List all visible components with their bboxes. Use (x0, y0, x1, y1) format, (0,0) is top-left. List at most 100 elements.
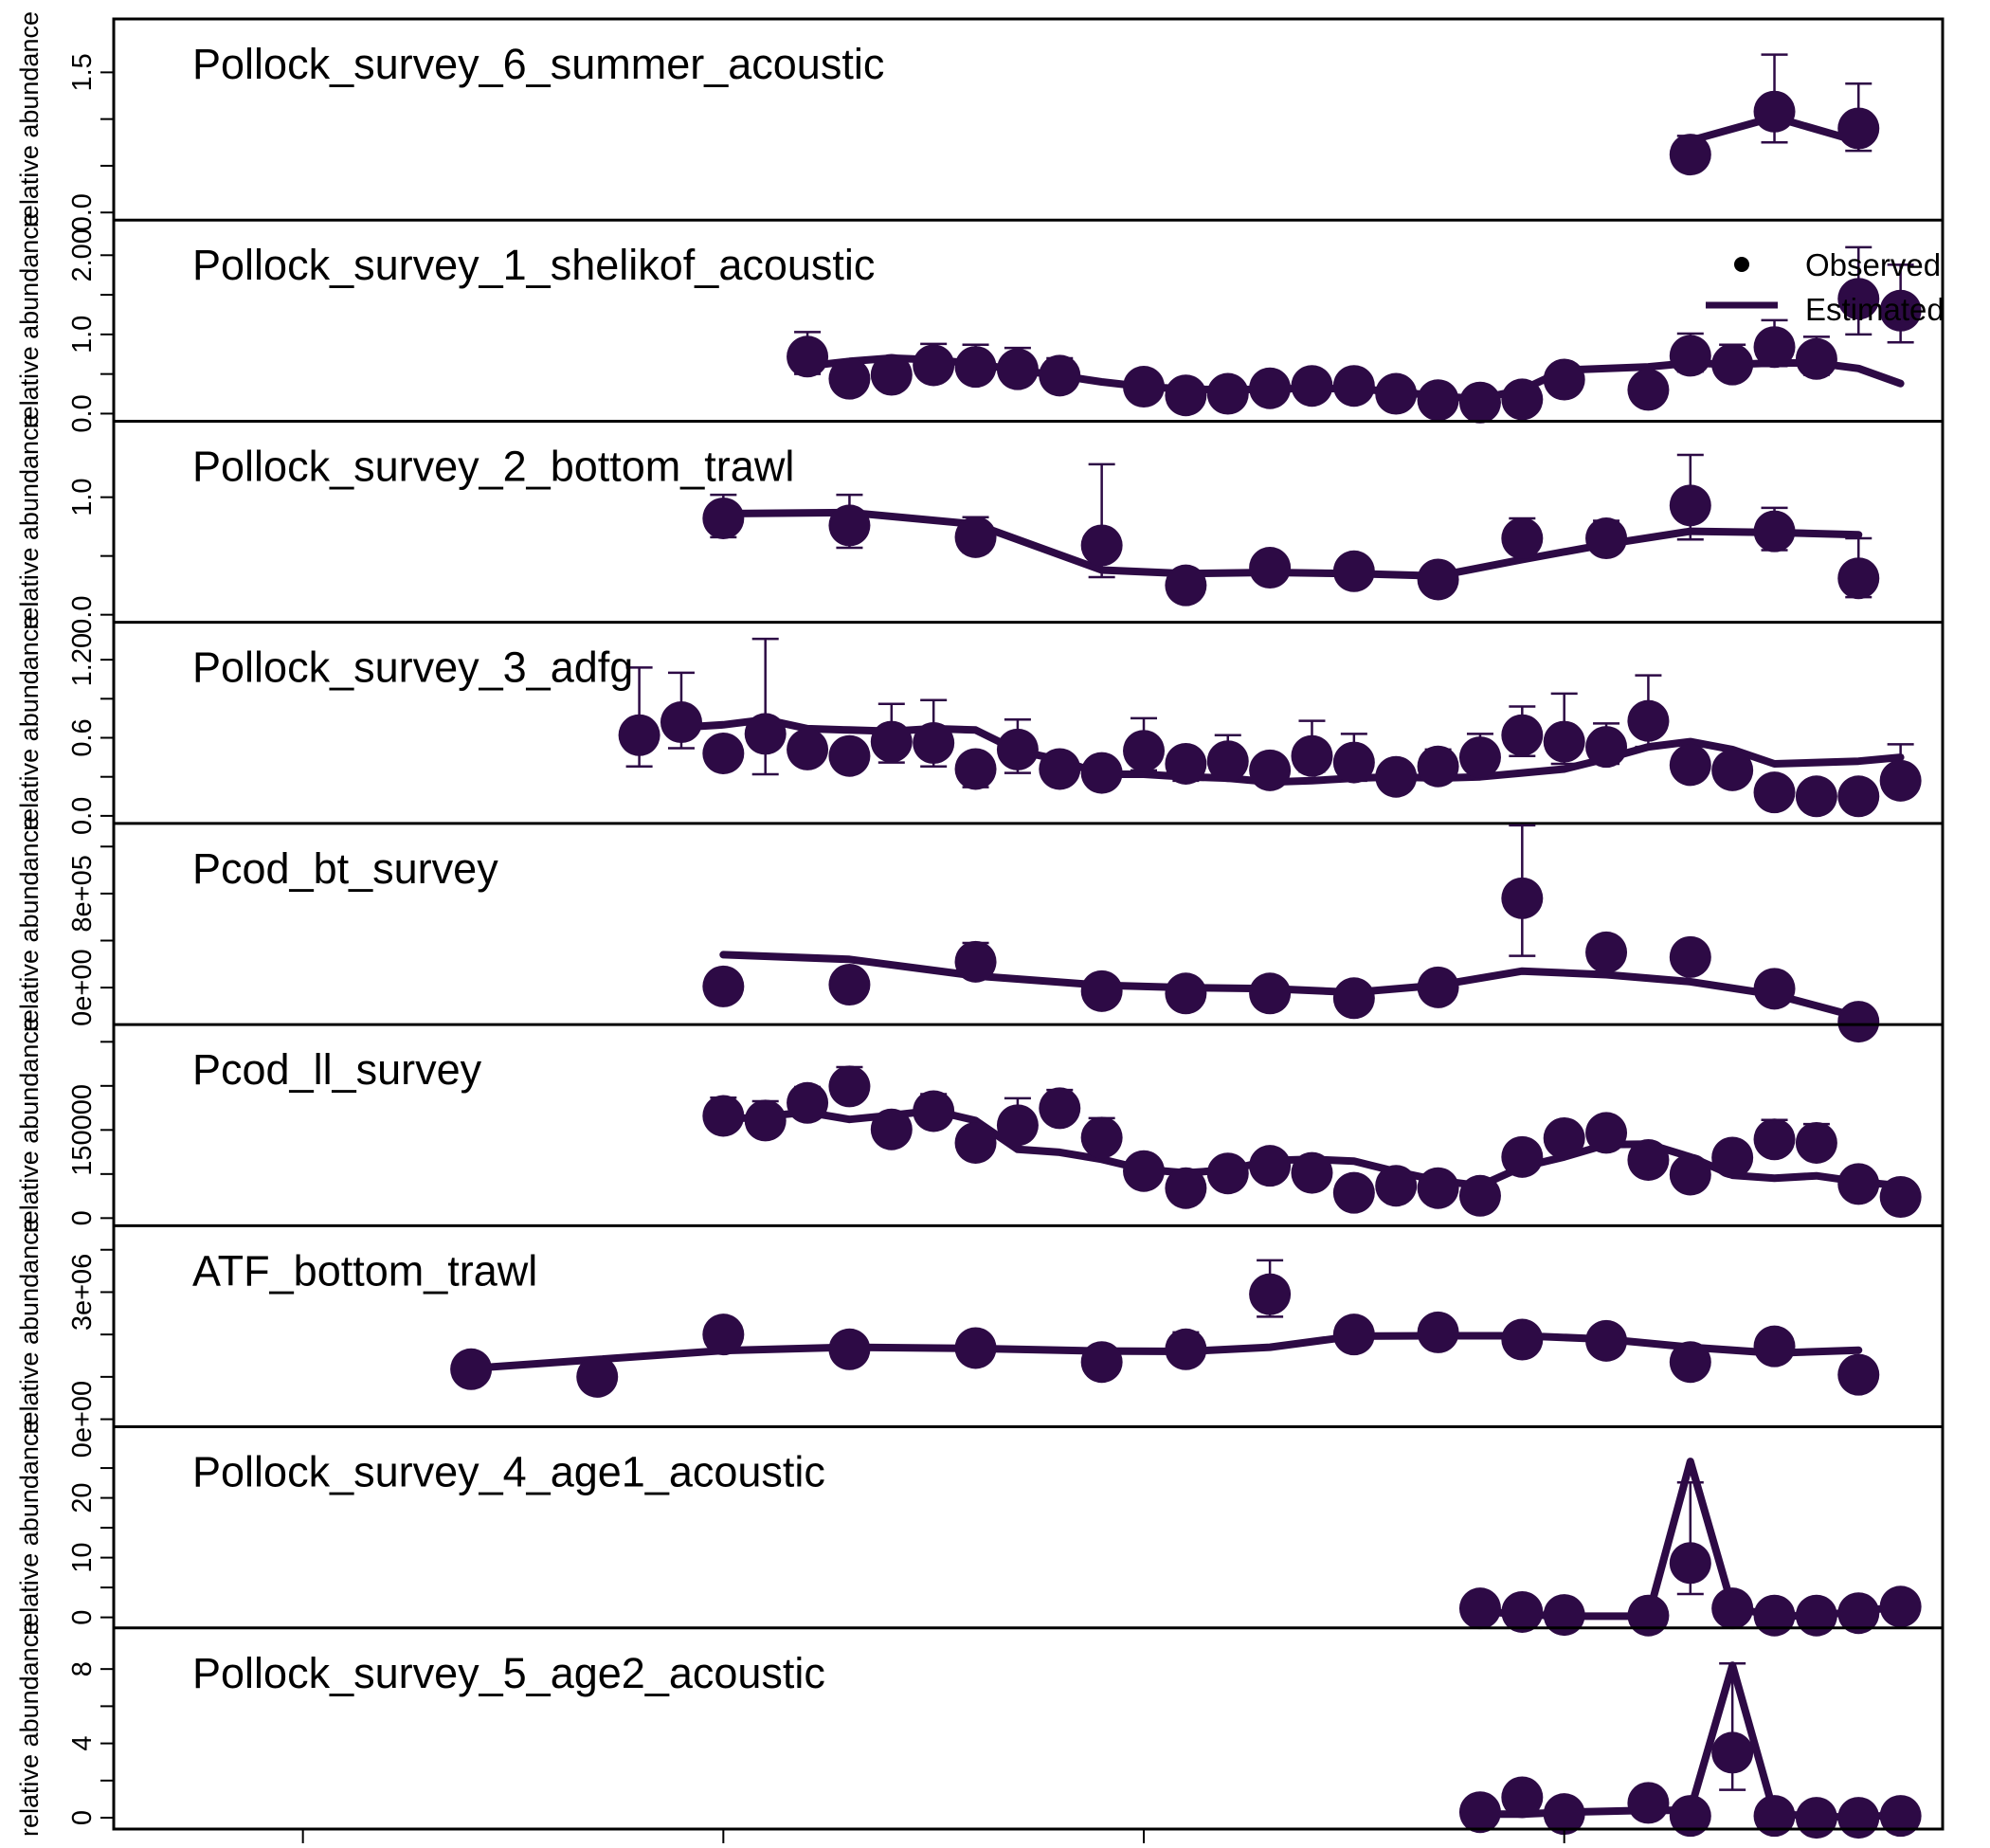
observed-point (954, 748, 997, 790)
observed-point (1123, 366, 1166, 408)
observed-point (1879, 759, 1922, 802)
y-axis-label: relative abundance (15, 11, 44, 227)
observed-point (954, 516, 997, 558)
observed-point (1123, 730, 1166, 772)
y-tick-label: 4 (67, 1736, 98, 1751)
observed-point (1501, 1318, 1544, 1361)
observed-point (1080, 1341, 1123, 1384)
observed-point (1123, 1150, 1166, 1192)
observed-point (1417, 379, 1459, 422)
observed-point (1080, 1116, 1123, 1159)
observed-point (1501, 714, 1544, 756)
observed-point (1039, 1087, 1081, 1130)
observed-point (1753, 771, 1796, 814)
panel-title: ATF_bottom_trawl (192, 1246, 537, 1295)
observed-point (1249, 367, 1292, 409)
observed-point (1879, 1795, 1922, 1838)
observed-point (1669, 1542, 1711, 1585)
y-tick-label: 0.0 (67, 797, 98, 835)
panel-7: 0e+00 3e+06 relative abundance ATF_bottom_t… (15, 1218, 1943, 1458)
observed-point (828, 964, 871, 1006)
observed-point (1837, 107, 1880, 150)
observed-point (1206, 740, 1249, 783)
y-axis-label: relative abundance (15, 1621, 44, 1837)
observed-point (1458, 1791, 1501, 1834)
observed-point (1627, 369, 1670, 411)
observed-point (913, 1090, 955, 1132)
plot-frame (112, 17, 1945, 1831)
observed-point (954, 1121, 997, 1164)
observed-point (1417, 745, 1459, 788)
observed-point (996, 1104, 1039, 1147)
observed-point (1837, 557, 1880, 600)
observed-point (1291, 1151, 1333, 1194)
y-tick-label: 0.6 (67, 718, 98, 756)
observed-point (1753, 1325, 1796, 1368)
observed-point (828, 504, 871, 547)
observed-point (660, 701, 702, 744)
x-axis: 1980199020002010 (301, 1829, 1565, 1843)
observed-point (1837, 278, 1880, 320)
observed-point (828, 1065, 871, 1108)
observed-point (1753, 968, 1796, 1010)
observed-point (1417, 1167, 1459, 1209)
observed-point (1165, 1167, 1207, 1209)
observed-point (1206, 372, 1249, 415)
panel-4: 0.0 0.6 1.20 relative abundance Pollock_surv… (15, 615, 1943, 835)
observed-point (1711, 343, 1754, 386)
observed-point (618, 714, 660, 756)
panel-title: Pollock_survey_1_shelikof_acoustic (192, 241, 875, 289)
observed-point (1837, 1163, 1880, 1205)
y-tick-label: 20 (67, 1482, 98, 1513)
estimated-line (719, 1106, 1905, 1190)
observed-point (1627, 1138, 1670, 1181)
observed-point (1627, 699, 1670, 742)
observed-point (702, 497, 745, 539)
observed-point (1585, 931, 1628, 973)
observed-point (744, 713, 787, 755)
observed-point (828, 734, 871, 777)
y-tick-label: 1.20 (67, 633, 98, 686)
y-axis-label: relative abundance (15, 615, 44, 831)
observed-point (1458, 736, 1501, 779)
observed-point (1249, 1273, 1292, 1315)
observed-point (1543, 720, 1585, 763)
observed-point (1165, 972, 1207, 1015)
observed-point (1543, 1793, 1585, 1836)
observed-point (1501, 1776, 1544, 1819)
observed-point (1795, 1797, 1837, 1839)
y-tick-label: 10 (67, 1542, 98, 1572)
y-axis-label: relative abundance (15, 212, 44, 428)
observed-point (1753, 510, 1796, 553)
panel-title: Pollock_survey_2_bottom_trawl (192, 442, 794, 490)
observed-point (996, 728, 1039, 770)
y-tick-label: 150000 (67, 1084, 98, 1176)
observed-point (1669, 134, 1711, 176)
observed-point (1711, 1136, 1754, 1179)
y-axis-label: relative abundance (15, 816, 44, 1032)
y-tick-label: 1.0 (67, 478, 98, 516)
observed-point (1879, 289, 1922, 332)
legend-observed-label: Observed (1805, 247, 1941, 282)
observed-point (1837, 775, 1880, 818)
y-tick-label: 2.00 (67, 228, 98, 281)
estimated-line (1476, 1458, 1905, 1621)
observed-point (1501, 1135, 1544, 1178)
observed-point (1795, 1121, 1837, 1164)
observed-point (1837, 1001, 1880, 1043)
observed-point (913, 344, 955, 387)
observed-point (576, 1355, 619, 1398)
panel-6: 0 150000 relative abundance Pcod_ll_survey (15, 1017, 1943, 1233)
observed-point (1501, 1590, 1544, 1633)
y-axis-label: relative abundance (15, 413, 44, 629)
observed-point (1837, 1353, 1880, 1396)
observed-point (1837, 1592, 1880, 1635)
observed-point (787, 728, 829, 770)
observed-point (1501, 877, 1544, 919)
panel-title: Pollock_survey_3_adfg (192, 643, 633, 692)
y-tick-label: 1.0 (67, 316, 98, 353)
y-tick-label: 0 (67, 1210, 98, 1225)
y-tick-label: 3e+06 (67, 1254, 98, 1331)
y-tick-label: 8e+05 (67, 855, 98, 932)
